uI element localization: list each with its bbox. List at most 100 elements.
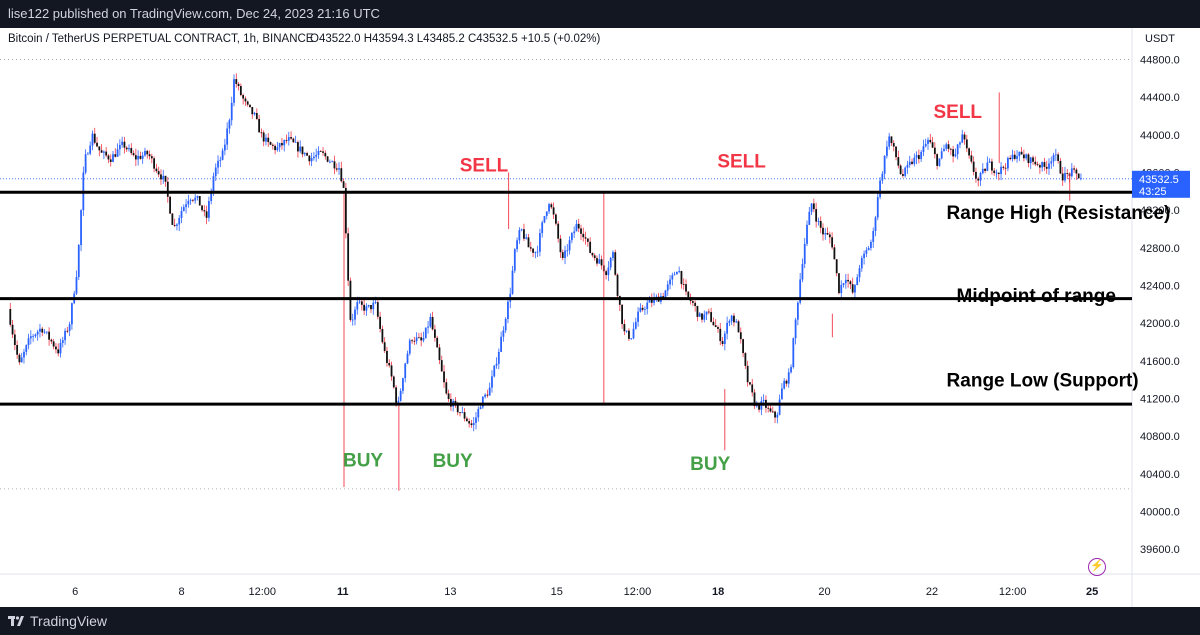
- candle-body: [988, 161, 991, 163]
- candle-body: [100, 150, 103, 153]
- candle-body: [616, 274, 619, 296]
- candle-body: [80, 210, 82, 245]
- candle-body: [582, 233, 585, 238]
- candle-body: [927, 139, 929, 144]
- candle-body: [924, 143, 927, 147]
- candle-body: [712, 321, 715, 326]
- candle-body: [237, 83, 240, 87]
- candle-body: [769, 408, 772, 412]
- candle-body: [468, 421, 471, 424]
- candle-body: [192, 199, 194, 201]
- price-axis-background: [1132, 28, 1200, 607]
- candle-body: [1009, 157, 1012, 160]
- candle-body: [281, 143, 283, 146]
- candle-body: [420, 337, 423, 341]
- candle-body: [685, 284, 687, 292]
- candle-body: [961, 134, 964, 143]
- candle-body: [808, 211, 811, 225]
- candle-body: [755, 405, 758, 407]
- candle-body: [1059, 160, 1062, 174]
- chart-area[interactable]: Bitcoin / TetherUS PERPETUAL CONTRACT, 1…: [0, 28, 1200, 607]
- candle-body: [233, 79, 235, 103]
- candle-body: [1032, 157, 1034, 162]
- candle-body: [856, 277, 859, 286]
- y-tick-label: 43200.0: [1140, 205, 1180, 217]
- candle-body: [246, 101, 249, 105]
- candle-body: [532, 248, 534, 253]
- candle-body: [132, 153, 135, 156]
- candle-body: [386, 350, 388, 363]
- candle-body: [228, 120, 231, 129]
- candle-body: [395, 387, 397, 403]
- candle-body: [411, 340, 413, 342]
- candle-body: [516, 240, 518, 250]
- candle-body: [134, 155, 137, 160]
- candle-body: [59, 342, 62, 354]
- candle-body: [529, 247, 532, 249]
- candle-body: [634, 321, 637, 329]
- candle-body: [459, 412, 461, 414]
- candle-body: [938, 158, 941, 166]
- candle-body: [899, 165, 902, 175]
- candle-body: [497, 351, 500, 364]
- candle-body: [41, 328, 44, 333]
- candle-body: [370, 305, 372, 310]
- candle-body: [324, 152, 327, 157]
- candle-body: [664, 290, 667, 298]
- candlestick-chart[interactable]: Bitcoin / TetherUS PERPETUAL CONTRACT, 1…: [0, 28, 1200, 607]
- candle-body: [776, 414, 779, 418]
- candle-body: [614, 252, 617, 275]
- candle-body: [803, 243, 806, 264]
- candle-body: [486, 394, 489, 396]
- candle-body: [413, 340, 416, 342]
- candle-body: [860, 258, 863, 269]
- candle-body: [203, 210, 206, 212]
- currency-label[interactable]: USDT: [1145, 33, 1175, 45]
- candle-body: [920, 152, 923, 160]
- buy-label: BUY: [690, 454, 730, 475]
- candle-body: [287, 137, 290, 141]
- candle-body: [933, 147, 936, 155]
- candle-body: [854, 285, 856, 293]
- candle-body: [742, 339, 744, 354]
- candle-body: [876, 197, 879, 218]
- y-tick-label: 41200.0: [1140, 393, 1180, 405]
- candle-body: [148, 154, 151, 157]
- candles: [9, 73, 1082, 491]
- candle-body: [11, 324, 14, 335]
- candle-body: [568, 240, 571, 251]
- candle-body: [1036, 164, 1039, 166]
- candle-body: [465, 418, 468, 422]
- flash-icon[interactable]: ⚡: [1088, 558, 1106, 576]
- candle-body: [502, 330, 505, 337]
- candle-body: [153, 158, 156, 169]
- candle-body: [331, 161, 334, 163]
- candle-body: [315, 154, 318, 157]
- candle-body: [981, 168, 984, 174]
- candle-body: [575, 223, 578, 232]
- candle-body: [598, 259, 601, 264]
- candle-body: [778, 399, 781, 415]
- candle-body: [641, 307, 644, 310]
- candle-body: [52, 341, 55, 347]
- candle-body: [945, 144, 948, 149]
- candle-body: [817, 220, 820, 222]
- candle-body: [55, 346, 57, 350]
- candle-body: [431, 316, 434, 330]
- candle-body: [1029, 157, 1032, 164]
- candle-body: [479, 407, 482, 410]
- time-axis[interactable]: 6 8 12:00 11 13 15 12:00 18 20 22 12:00 25: [72, 586, 1098, 598]
- candle-body: [351, 319, 354, 321]
- candle-body: [297, 142, 299, 152]
- candle-body: [586, 238, 589, 242]
- candle-body: [484, 394, 487, 397]
- candle-body: [1064, 172, 1066, 181]
- candle-body: [356, 302, 359, 310]
- candle-body: [874, 217, 877, 231]
- candle-body: [169, 196, 171, 214]
- candle-body: [504, 318, 507, 331]
- price-axis[interactable]: 39600.0 40000.0 40400.0 40800.0 41200.0 41600…: [1140, 54, 1180, 556]
- candle-body: [956, 144, 959, 155]
- candle-body: [57, 349, 60, 354]
- candle-body: [64, 330, 66, 341]
